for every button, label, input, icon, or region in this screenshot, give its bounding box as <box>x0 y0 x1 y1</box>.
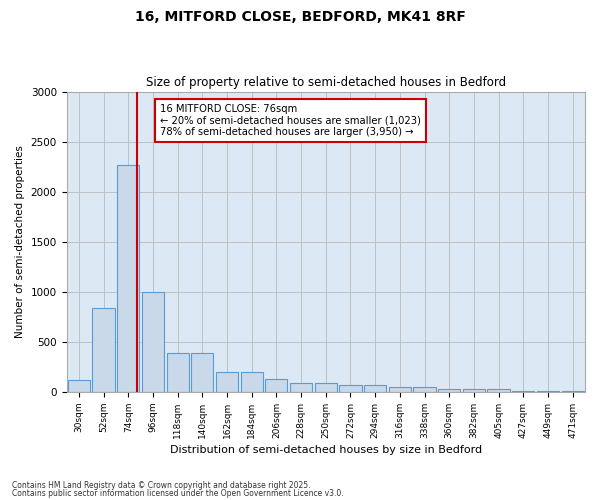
Bar <box>463 389 485 392</box>
Y-axis label: Number of semi-detached properties: Number of semi-detached properties <box>15 146 25 338</box>
Title: Size of property relative to semi-detached houses in Bedford: Size of property relative to semi-detach… <box>146 76 506 90</box>
X-axis label: Distribution of semi-detached houses by size in Bedford: Distribution of semi-detached houses by … <box>170 445 482 455</box>
Bar <box>364 385 386 392</box>
Bar <box>241 372 263 392</box>
Bar <box>68 380 90 392</box>
Bar <box>142 292 164 392</box>
Bar <box>92 308 115 392</box>
Bar <box>117 165 139 392</box>
Bar <box>487 389 509 392</box>
Bar <box>290 383 312 392</box>
Bar <box>265 379 287 392</box>
Bar <box>340 385 362 392</box>
Bar <box>167 353 189 392</box>
Bar <box>512 391 535 392</box>
Text: 16, MITFORD CLOSE, BEDFORD, MK41 8RF: 16, MITFORD CLOSE, BEDFORD, MK41 8RF <box>134 10 466 24</box>
Bar <box>216 372 238 392</box>
Text: 16 MITFORD CLOSE: 76sqm
← 20% of semi-detached houses are smaller (1,023)
78% of: 16 MITFORD CLOSE: 76sqm ← 20% of semi-de… <box>160 104 421 138</box>
Bar <box>413 387 436 392</box>
Bar <box>438 389 460 392</box>
Text: Contains HM Land Registry data © Crown copyright and database right 2025.: Contains HM Land Registry data © Crown c… <box>12 481 311 490</box>
Bar <box>314 383 337 392</box>
Bar <box>389 387 411 392</box>
Bar <box>191 353 214 392</box>
Text: Contains public sector information licensed under the Open Government Licence v3: Contains public sector information licen… <box>12 488 344 498</box>
